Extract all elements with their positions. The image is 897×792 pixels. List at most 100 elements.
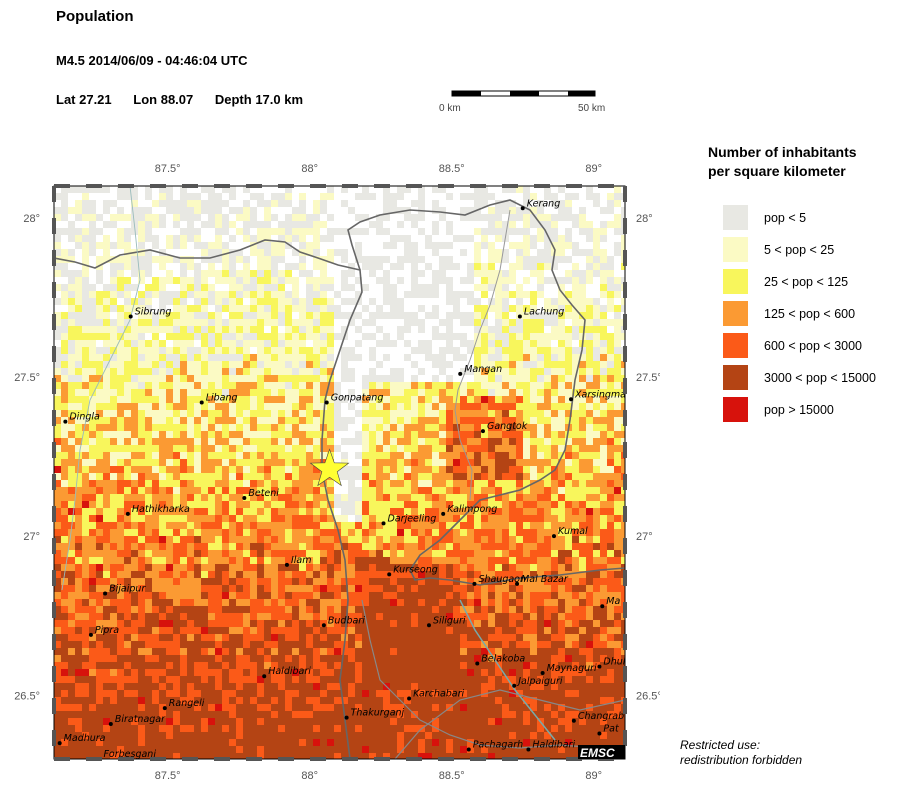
legend-swatch bbox=[723, 333, 748, 358]
city-marker[interactable] bbox=[426, 623, 431, 628]
city-marker[interactable] bbox=[520, 206, 525, 211]
city-label: Haldibari bbox=[532, 739, 575, 750]
city-marker[interactable] bbox=[321, 623, 326, 628]
city-marker[interactable] bbox=[515, 581, 520, 586]
city-marker[interactable] bbox=[569, 397, 574, 402]
legend-swatch bbox=[723, 237, 748, 262]
city-label: Budbari bbox=[328, 615, 365, 626]
city-label: Kalimpong bbox=[447, 504, 497, 515]
depth-value: Depth 17.0 km bbox=[214, 92, 304, 107]
longitude-tick-label: 88° bbox=[301, 163, 318, 175]
event-info: M4.5 2014/06/09 - 04:46:04 UTC bbox=[56, 53, 248, 68]
city-label: Pat bbox=[603, 724, 620, 735]
city-marker[interactable] bbox=[600, 604, 605, 609]
longitude-tick-label: 88° bbox=[301, 770, 318, 782]
city-label: Dingla bbox=[69, 412, 100, 423]
latitude-tick-label: 27.5° bbox=[636, 372, 660, 384]
city-label: Darjeeling bbox=[388, 513, 437, 524]
legend-title-line2: per square kilometer bbox=[708, 163, 846, 179]
city-marker[interactable] bbox=[108, 721, 113, 726]
city-marker[interactable] bbox=[387, 572, 392, 577]
longitude-tick-label: 88.5° bbox=[439, 163, 465, 175]
city-marker[interactable] bbox=[381, 521, 386, 526]
legend-label: 125 < pop < 600 bbox=[764, 307, 856, 321]
scale-left-label: 0 km bbox=[439, 103, 461, 114]
city-label: Belakoba bbox=[481, 654, 525, 665]
city-label: Jalpaiguri bbox=[516, 676, 563, 687]
legend-label: pop > 15000 bbox=[764, 403, 834, 417]
legend-title-line1: Number of inhabitants bbox=[708, 144, 857, 160]
scale-bar-graphic bbox=[451, 90, 596, 97]
city-marker[interactable] bbox=[199, 400, 204, 405]
city-marker[interactable] bbox=[128, 314, 133, 319]
city-label: Siliguri bbox=[433, 615, 466, 626]
city-label: Rangeli bbox=[169, 698, 205, 709]
city-label: Pipra bbox=[95, 625, 119, 636]
city-marker[interactable] bbox=[262, 674, 267, 679]
city-marker[interactable] bbox=[571, 718, 576, 723]
legend-label: 25 < pop < 125 bbox=[764, 275, 849, 289]
legend-swatch bbox=[723, 365, 748, 390]
legend-label: 5 < pop < 25 bbox=[764, 243, 835, 257]
city-label: Mal Bazar bbox=[521, 574, 569, 585]
city-label: Gangtok bbox=[487, 421, 528, 432]
event-coordinates: Lat 27.21 Lon 88.07 Depth 17.0 km bbox=[56, 92, 321, 107]
city-label: Karchabari bbox=[413, 689, 464, 700]
legend-label: 3000 < pop < 15000 bbox=[764, 371, 876, 385]
legend-label: 600 < pop < 3000 bbox=[764, 339, 863, 353]
city-label: Shaugaon bbox=[478, 574, 526, 585]
city-marker[interactable] bbox=[125, 511, 130, 516]
legend-title: Number of inhabitants per square kilomet… bbox=[708, 143, 857, 181]
latitude-tick-label: 26.5° bbox=[14, 690, 40, 702]
city-label: Madhura bbox=[64, 733, 106, 744]
city-label: Biratnagar bbox=[115, 714, 166, 725]
city-marker[interactable] bbox=[517, 314, 522, 319]
city-marker[interactable] bbox=[344, 715, 349, 720]
graticule-frame bbox=[52, 184, 627, 761]
longitude-tick-label: 88.5° bbox=[439, 770, 465, 782]
city-marker[interactable] bbox=[475, 661, 480, 666]
city-marker[interactable] bbox=[284, 562, 289, 567]
city-marker[interactable] bbox=[57, 741, 62, 746]
city-marker[interactable] bbox=[458, 371, 463, 376]
longitude-value: Lon 88.07 bbox=[133, 92, 194, 107]
population-map[interactable]: Kerang Sibrung Lachung Mangan Xarsingma Liban… bbox=[0, 0, 660, 792]
city-label: Maynaguri bbox=[547, 663, 597, 674]
legend-swatch bbox=[723, 205, 748, 230]
map-frame bbox=[53, 185, 626, 760]
legend-swatch bbox=[723, 301, 748, 326]
emsc-logo-background bbox=[578, 745, 625, 759]
scale-right-label: 50 km bbox=[578, 103, 606, 114]
usage-notice-line1: Restricted use: bbox=[680, 738, 761, 752]
city-marker[interactable] bbox=[512, 683, 517, 688]
city-label: Gonpatang bbox=[331, 392, 384, 403]
latitude-tick-label: 27.5° bbox=[14, 372, 40, 384]
city-label: Mangan bbox=[464, 364, 502, 375]
city-marker[interactable] bbox=[103, 591, 108, 596]
city-marker[interactable] bbox=[551, 534, 556, 539]
city-label: Kurseong bbox=[393, 564, 438, 575]
city-marker[interactable] bbox=[466, 747, 471, 752]
latitude-tick-label: 28° bbox=[23, 213, 40, 225]
city-label: Ma bbox=[606, 596, 620, 607]
city-marker[interactable] bbox=[597, 731, 602, 736]
city-marker[interactable] bbox=[526, 747, 531, 752]
city-marker[interactable] bbox=[441, 511, 446, 516]
city-marker[interactable] bbox=[540, 671, 545, 676]
city-marker[interactable] bbox=[162, 706, 167, 711]
city-label: Xarsingma bbox=[574, 389, 626, 400]
city-marker[interactable] bbox=[472, 581, 477, 586]
latitude-tick-label: 28° bbox=[636, 213, 653, 225]
city-marker[interactable] bbox=[324, 400, 329, 405]
city-label: Sibrung bbox=[135, 307, 172, 318]
epicenter-star-icon[interactable] bbox=[309, 448, 350, 487]
cities-layer: Kerang Sibrung Lachung Mangan Xarsingma Liban… bbox=[57, 198, 626, 759]
city-marker[interactable] bbox=[597, 664, 602, 669]
city-marker[interactable] bbox=[480, 429, 485, 434]
city-marker[interactable] bbox=[407, 696, 412, 701]
city-marker[interactable] bbox=[242, 495, 247, 500]
city-label: Thakurganj bbox=[351, 708, 405, 719]
longitude-tick-label: 89° bbox=[585, 770, 602, 782]
city-marker[interactable] bbox=[63, 419, 68, 424]
city-marker[interactable] bbox=[88, 632, 93, 637]
